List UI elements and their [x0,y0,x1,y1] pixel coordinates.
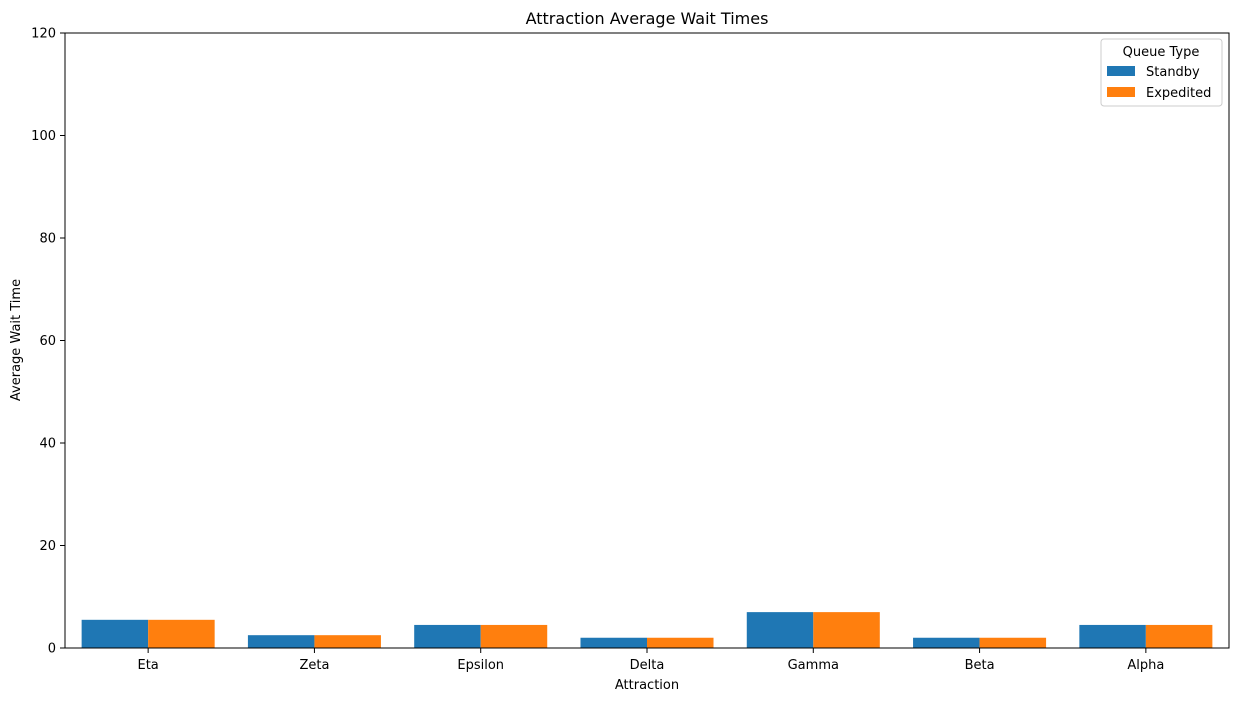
x-tick-label-zeta: Zeta [299,658,329,673]
bar-delta-standby [580,637,647,648]
legend: Queue Type Standby Expedited [1100,38,1223,107]
bar-eta-expedited [148,619,215,648]
x-tick-label-delta: Delta [630,658,665,673]
bar-alpha-expedited [1145,624,1213,648]
x-tick-label-epsilon: Epsilon [457,658,504,673]
x-tick-label-beta: Beta [965,658,995,673]
bars-group [81,612,1213,648]
y-tick-label: 20 [39,539,56,554]
bar-beta-expedited [979,637,1047,648]
bar-beta-standby [913,637,980,648]
bar-epsilon-expedited [480,624,548,648]
bar-zeta-expedited [314,635,381,648]
chart-title: Attraction Average Wait Times [526,9,769,28]
y-tick-label: 100 [31,129,56,144]
bar-delta-expedited [647,637,714,648]
y-tick-label: 120 [31,27,56,42]
x-tick-label-eta: Eta [138,658,159,673]
x-axis-ticks: Eta Zeta Epsilon Delta Gamma Beta Alpha [138,648,1164,673]
plot-frame [64,32,1230,649]
legend-swatch-standby [1107,66,1135,76]
legend-label-standby: Standby [1146,65,1200,80]
legend-swatch-expedited [1107,87,1135,97]
x-tick-label-gamma: Gamma [788,658,839,673]
bar-gamma-expedited [813,612,880,648]
legend-label-expedited: Expedited [1146,86,1211,101]
legend-title: Queue Type [1123,45,1200,60]
bar-zeta-standby [247,635,315,648]
bar-alpha-standby [1079,624,1146,648]
x-tick-label-alpha: Alpha [1127,658,1164,673]
y-tick-label: 40 [39,437,56,452]
bar-eta-standby [81,619,149,648]
x-axis-label: Attraction [615,678,679,693]
y-tick-label: 80 [39,232,56,247]
y-tick-label: 0 [48,642,56,657]
bar-gamma-standby [746,612,814,648]
y-axis-label: Average Wait Time [9,279,24,401]
y-tick-label: 60 [39,334,56,349]
bar-epsilon-standby [414,624,481,648]
y-axis-ticks: 0 20 40 60 80 100 120 [31,27,65,657]
